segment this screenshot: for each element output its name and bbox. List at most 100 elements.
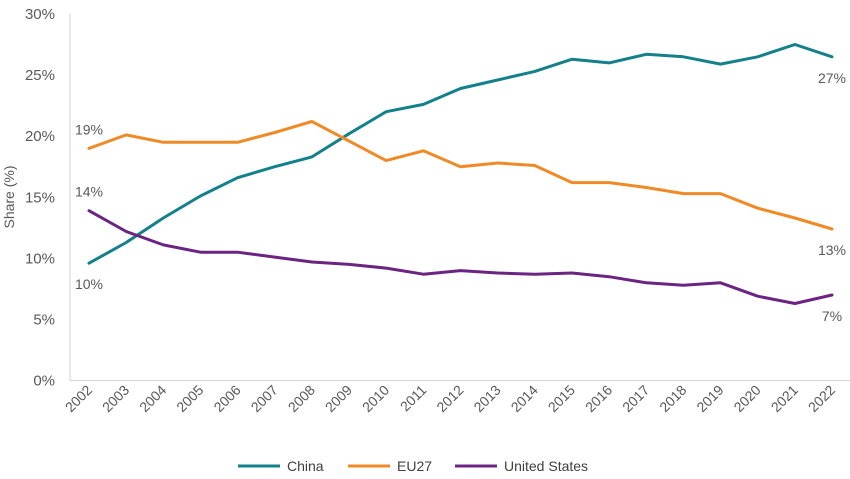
x-tick-label: 2014: [508, 382, 541, 415]
series-line-eu27: [87, 120, 834, 231]
data-point-china: [236, 176, 239, 179]
data-point-china: [348, 132, 351, 135]
series-line-china: [87, 43, 834, 265]
data-point-china: [831, 55, 834, 58]
series-line-united-states: [87, 209, 834, 305]
x-tick-label: 2020: [730, 382, 763, 415]
data-point-united-states: [719, 281, 722, 284]
x-tick-label: 2002: [62, 382, 95, 415]
data-point-china: [645, 53, 648, 56]
data-point-eu27: [756, 207, 759, 210]
data-point-china: [608, 61, 611, 64]
x-tick-label: 2009: [322, 382, 355, 415]
data-labels: 10% 27% 19% 13% 14% 7%: [75, 70, 846, 324]
data-label-eu27: 19%: [75, 121, 103, 137]
data-point-china: [199, 195, 202, 198]
data-point-united-states: [645, 281, 648, 284]
data-point-united-states: [310, 261, 313, 264]
x-tick-label: 2003: [99, 382, 132, 415]
data-point-eu27: [385, 159, 388, 162]
x-tick-label: 2011: [397, 382, 430, 415]
data-point-china: [571, 58, 574, 61]
data-point-united-states: [385, 267, 388, 270]
y-tick-label: 10%: [25, 250, 55, 267]
y-axis-ticks: 0% 5% 10% 15% 20% 25% 30%: [25, 6, 55, 390]
legend-item-eu27: EU27: [348, 458, 432, 474]
data-point-eu27: [608, 181, 611, 184]
data-point-eu27: [422, 149, 425, 152]
data-point-china: [385, 110, 388, 113]
x-tick-label: 2004: [136, 382, 169, 415]
y-tick-label: 5%: [33, 311, 55, 328]
data-label-china: 10%: [75, 276, 103, 292]
data-point-eu27: [162, 141, 165, 144]
legend-item-united-states: United States: [455, 458, 588, 474]
y-tick-label: 25%: [25, 67, 55, 84]
data-point-eu27: [348, 140, 351, 143]
data-point-united-states: [571, 272, 574, 275]
data-point-china: [719, 63, 722, 66]
data-point-china: [125, 241, 128, 244]
data-point-united-states: [273, 256, 276, 259]
x-tick-label: 2013: [470, 382, 503, 415]
data-point-eu27: [645, 186, 648, 189]
data-point-eu27: [533, 164, 536, 167]
data-point-eu27: [273, 131, 276, 134]
data-label-china: 27%: [818, 70, 846, 86]
legend-item-china: China: [238, 458, 324, 474]
x-tick-label: 2017: [619, 382, 652, 415]
data-point-united-states: [125, 230, 128, 233]
data-point-eu27: [310, 120, 313, 123]
legend-label-china: China: [287, 458, 324, 474]
y-tick-label: 15%: [25, 189, 55, 206]
data-point-china: [533, 70, 536, 73]
data-point-eu27: [682, 192, 685, 195]
data-point-united-states: [496, 272, 499, 275]
y-tick-label: 20%: [25, 128, 55, 145]
x-tick-label: 2012: [433, 382, 466, 415]
x-tick-label: 2019: [693, 382, 726, 415]
data-point-china: [310, 155, 313, 158]
data-point-china: [459, 87, 462, 90]
x-tick-label: 2021: [768, 382, 801, 415]
data-point-eu27: [719, 192, 722, 195]
data-point-united-states: [793, 302, 796, 305]
data-point-china: [88, 262, 91, 265]
data-label-united-states: 7%: [822, 308, 842, 324]
legend-label-united-states: United States: [504, 458, 588, 474]
data-point-united-states: [608, 275, 611, 278]
series-lines: [87, 43, 834, 305]
x-tick-label: 2007: [248, 382, 281, 415]
data-point-united-states: [199, 251, 202, 254]
x-tick-label: 2016: [582, 382, 615, 415]
data-point-china: [273, 165, 276, 168]
data-point-united-states: [236, 251, 239, 254]
data-point-eu27: [831, 228, 834, 231]
x-tick-label: 2006: [210, 382, 243, 415]
data-point-china: [793, 43, 796, 46]
data-point-eu27: [496, 162, 499, 165]
data-point-united-states: [682, 284, 685, 287]
data-point-united-states: [422, 273, 425, 276]
data-label-eu27: 13%: [818, 242, 846, 258]
x-tick-label: 2022: [805, 382, 838, 415]
legend: China EU27 United States: [238, 458, 588, 474]
data-point-united-states: [533, 273, 536, 276]
x-axis-ticks: 2002 2003 2004 2005 2006 2007 2008 2009 2010 2011…: [62, 382, 838, 415]
data-point-eu27: [571, 181, 574, 184]
data-point-china: [422, 103, 425, 106]
data-point-eu27: [125, 133, 128, 136]
x-tick-label: 2015: [545, 382, 578, 415]
data-point-united-states: [756, 295, 759, 298]
y-tick-label: 30%: [25, 6, 55, 23]
data-point-united-states: [831, 294, 834, 297]
legend-label-eu27: EU27: [397, 458, 432, 474]
data-label-united-states: 14%: [75, 184, 103, 200]
data-point-united-states: [348, 263, 351, 266]
data-point-eu27: [88, 147, 91, 150]
x-tick-label: 2010: [359, 382, 392, 415]
x-tick-label: 2008: [285, 382, 318, 415]
data-point-eu27: [236, 141, 239, 144]
y-tick-label: 0%: [33, 373, 55, 390]
